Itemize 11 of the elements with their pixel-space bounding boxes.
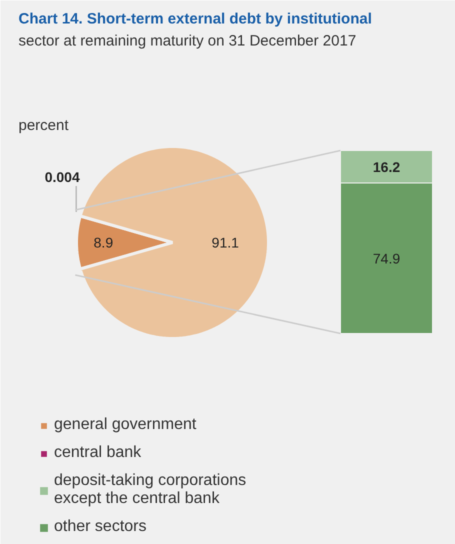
legend-label: other sectors	[54, 518, 146, 536]
data-label: 91.1	[212, 234, 240, 250]
text: percent	[18, 117, 70, 134]
data-label: 16.2	[372, 158, 400, 175]
data-label: 74.9	[372, 250, 400, 266]
data-label: 8.9	[94, 234, 114, 251]
legend-label: deposit-taking corporations except the central bank	[54, 472, 246, 508]
data-label: 0.004	[44, 169, 80, 186]
legend-label: general government	[54, 416, 196, 434]
legend-label: central bank	[54, 444, 142, 462]
chart-title: Chart 14. Short-term external debt by institutional sector at remaining maturity on 31 December 2017	[18, 10, 372, 50]
